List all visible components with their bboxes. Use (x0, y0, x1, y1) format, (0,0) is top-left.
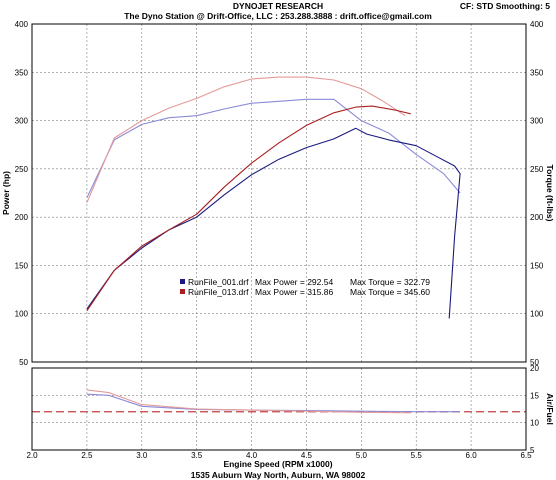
header-shop: The Dyno Station @ Drift-Office, LLC : 2… (124, 11, 432, 21)
afr-tick-label: 20 (530, 364, 539, 373)
afr-tick-label: 15 (530, 391, 539, 400)
main-plot-grid (32, 24, 526, 362)
legend-file-run2: RunFile_013.drf (188, 287, 249, 297)
legend-torque-run1: Max Torque = 322.79 (350, 277, 430, 287)
legend-torque-run2: Max Torque = 345.60 (350, 287, 430, 297)
series-torque-run2 (86, 76, 406, 203)
main-plot-series (86, 76, 461, 319)
y2-tick-label: 350 (530, 68, 544, 77)
afr-series-run2 (86, 389, 411, 414)
afr-tick-label: 10 (530, 419, 539, 428)
y2-tick-label: 400 (530, 20, 544, 29)
x-axis-label: Engine Speed (RPM x1000) (223, 459, 332, 469)
x-tick-label: 6.0 (466, 451, 478, 460)
legend-power-run1: Max Power = 292.54 (255, 277, 333, 287)
afr-series-run1 (86, 393, 461, 413)
series-power-run2 (86, 105, 411, 312)
y2-tick-label: 200 (530, 213, 544, 222)
main-plot-ticks: 50 100 150 200 250 300 350 400 50 100 150 200 250 300… (15, 20, 544, 367)
header-settings: CF: STD Smoothing: 5 (460, 1, 550, 11)
afr-plot-frame (31, 367, 527, 451)
x-tick-label: 2.5 (81, 451, 93, 460)
y2-tick-label: 100 (530, 310, 544, 319)
x-tick-label: 5.0 (356, 451, 368, 460)
x-tick-label: 2.0 (26, 451, 38, 460)
y-tick-label: 300 (15, 117, 29, 126)
y2-tick-label: 150 (530, 261, 544, 270)
y-tick-label: 200 (15, 213, 29, 222)
legend: RunFile_001.drf Max Power = 292.54 Max T… (180, 277, 430, 297)
series-torque-run1 (86, 98, 461, 199)
main-plot-frame (31, 23, 527, 363)
legend-power-run2: Max Power = 315.86 (255, 287, 333, 297)
afr-axis-label: Air/Fuel (545, 393, 555, 425)
afr-plot-series (32, 389, 526, 414)
afr-plot-ticks: 5 10 15 20 (530, 364, 539, 455)
x-tick-label: 4.5 (301, 451, 313, 460)
y-tick-label: 100 (15, 310, 29, 319)
x-tick-label: 6.5 (520, 451, 532, 460)
x-tick-label: 3.5 (191, 451, 203, 460)
x-tick-label: 5.5 (411, 451, 423, 460)
y2-tick-label: 50 (530, 358, 539, 367)
legend-file-run1: RunFile_001.drf (188, 277, 249, 287)
x-tick-label: 4.0 (246, 451, 258, 460)
x-tick-label: 3.0 (136, 451, 148, 460)
y-tick-label: 400 (15, 20, 29, 29)
afr-plot-grid (32, 368, 526, 450)
y-tick-label: 50 (19, 358, 28, 367)
y-axis-label-power: Power (hp) (1, 171, 11, 215)
y-tick-label: 350 (15, 68, 29, 77)
legend-swatch-run1 (180, 279, 185, 284)
afr-tick-label: 5 (530, 446, 535, 455)
x-axis-ticks: 2.0 2.5 3.0 3.5 4.0 4.5 5.0 5.5 6.0 6.5 (26, 451, 532, 460)
y2-tick-label: 250 (530, 165, 544, 174)
footer-address: 1535 Auburn Way North, Auburn, WA 98002 (191, 470, 366, 480)
legend-swatch-run2 (180, 289, 185, 294)
y-axis-label-torque: Torque (ft-lbs) (545, 165, 555, 222)
y-tick-label: 150 (15, 261, 29, 270)
y-tick-label: 250 (15, 165, 29, 174)
header-brand: DYNOJET RESEARCH (233, 1, 323, 11)
y2-tick-label: 300 (530, 117, 544, 126)
